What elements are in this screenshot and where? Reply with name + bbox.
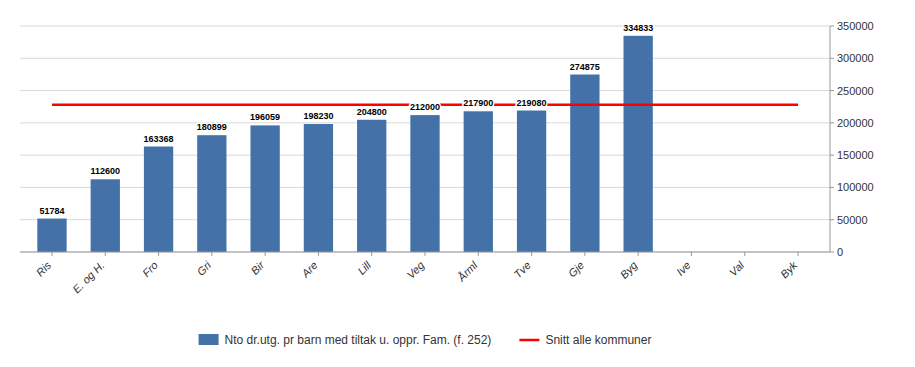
y-tick xyxy=(830,187,834,188)
y-tick-label: 100000 xyxy=(837,181,874,193)
y-tick-label: 300000 xyxy=(837,52,874,64)
bar xyxy=(250,125,279,252)
x-tick xyxy=(798,252,799,256)
legend-item: Nto dr.utg. pr barn med tiltak u. oppr. … xyxy=(199,333,492,347)
grid-line xyxy=(20,26,830,27)
x-tick-label: Gri xyxy=(194,259,213,278)
x-tick-label: Fro xyxy=(140,259,160,279)
x-tick-label: Veg xyxy=(404,258,427,281)
x-tick-label: Byk xyxy=(778,259,800,281)
grid-line xyxy=(20,90,830,91)
legend: Nto dr.utg. pr barn med tiltak u. oppr. … xyxy=(199,333,652,347)
x-tick xyxy=(744,252,745,256)
y-axis-line xyxy=(830,26,831,252)
y-tick xyxy=(830,155,834,156)
y-tick xyxy=(830,219,834,220)
x-tick xyxy=(105,252,106,256)
x-tick-label: E. og H. xyxy=(70,259,107,296)
x-tick xyxy=(158,252,159,256)
data-label: 217900 xyxy=(463,98,493,108)
x-tick xyxy=(318,252,319,256)
y-tick-label: 250000 xyxy=(837,85,874,97)
legend-swatch xyxy=(199,334,219,345)
data-label: 219080 xyxy=(517,98,547,108)
data-label: 180899 xyxy=(197,122,227,132)
data-label: 196059 xyxy=(250,112,280,122)
x-tick xyxy=(371,252,372,256)
bar xyxy=(357,120,386,252)
x-tick xyxy=(531,252,532,256)
x-tick-label: Byg xyxy=(618,258,641,281)
x-tick xyxy=(584,252,585,256)
x-tick-label: Årml xyxy=(455,259,481,285)
data-label: 212000 xyxy=(410,102,440,112)
bar xyxy=(570,75,599,252)
x-axis: Ris E. og H. Fro Gri Bir Are Lill Veg Årml Tve Gje… xyxy=(20,252,830,296)
legend-label: Snitt alle kommuner xyxy=(545,333,651,347)
bar xyxy=(144,147,173,252)
bar xyxy=(37,219,66,252)
y-tick-label: 50000 xyxy=(837,214,868,226)
y-tick xyxy=(830,26,834,27)
x-tick xyxy=(478,252,479,256)
legend-label: Nto dr.utg. pr barn med tiltak u. oppr. … xyxy=(225,333,492,347)
x-tick xyxy=(425,252,426,256)
x-tick-label: Val xyxy=(727,259,747,279)
chart-svg: 0 50000 100000 150000 200000 250000 300000 3500… xyxy=(0,0,915,367)
bar xyxy=(410,115,439,252)
data-labels: 51784 112600 163368 180899 196059 198230 20480… xyxy=(39,23,653,216)
data-label: 334833 xyxy=(623,23,653,33)
grid-line xyxy=(20,58,830,59)
grid xyxy=(20,26,830,252)
chart-container: 0 50000 100000 150000 200000 250000 300000 3500… xyxy=(0,0,915,367)
legend-item: Snitt alle kommuner xyxy=(519,333,651,347)
y-tick-label: 350000 xyxy=(837,20,874,32)
bar xyxy=(464,111,493,252)
x-tick-label: Tve xyxy=(512,259,533,280)
x-tick-label: Lill xyxy=(355,259,373,277)
y-tick-label: 0 xyxy=(837,246,843,258)
x-tick-label: Gje xyxy=(566,259,587,280)
x-tick-label: Ris xyxy=(34,259,54,279)
y-tick xyxy=(830,252,834,253)
data-label: 204800 xyxy=(357,107,387,117)
data-label: 198230 xyxy=(303,111,333,121)
x-tick-label: Are xyxy=(299,259,320,280)
bar xyxy=(91,179,120,252)
x-tick xyxy=(638,252,639,256)
x-tick xyxy=(265,252,266,256)
y-tick xyxy=(830,58,834,59)
bar xyxy=(624,36,653,252)
bar xyxy=(197,135,226,252)
data-label: 274875 xyxy=(570,62,600,72)
bar xyxy=(517,111,546,252)
y-tick xyxy=(830,90,834,91)
x-tick-label: Bir xyxy=(249,258,268,277)
y-axis: 0 50000 100000 150000 200000 250000 300000 3500… xyxy=(830,20,874,258)
bar xyxy=(304,124,333,252)
y-tick xyxy=(830,122,834,123)
x-tick xyxy=(51,252,52,256)
data-label: 112600 xyxy=(90,166,120,176)
y-tick-label: 150000 xyxy=(837,149,874,161)
data-label: 51784 xyxy=(39,206,64,216)
x-tick xyxy=(691,252,692,256)
data-label: 163368 xyxy=(144,134,174,144)
y-tick-label: 200000 xyxy=(837,117,874,129)
x-tick-label: Ive xyxy=(674,259,693,278)
x-tick xyxy=(211,252,212,256)
legend-swatch xyxy=(519,339,539,342)
marks xyxy=(37,36,798,252)
